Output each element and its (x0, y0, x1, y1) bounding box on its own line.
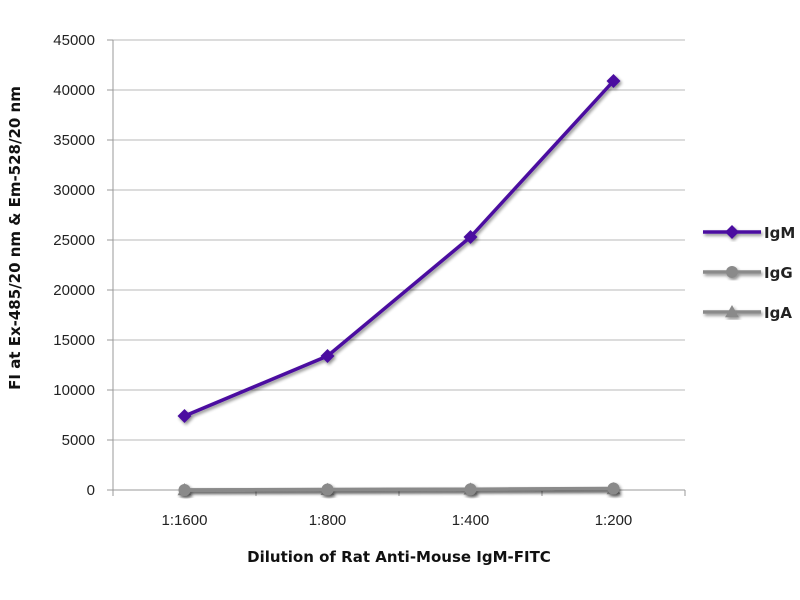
legend-label: IgA (764, 304, 792, 322)
y-tick-label: 45000 (53, 32, 95, 49)
legend-entry (703, 305, 761, 318)
series-line (183, 79, 615, 418)
data-point (320, 349, 335, 363)
axes (107, 39, 686, 496)
x-tick-label: 1:800 (309, 512, 347, 529)
y-tick-label: 20000 (53, 282, 95, 299)
y-tick-label: 30000 (53, 182, 95, 199)
legend-entry (703, 266, 761, 278)
x-tick-label: 1:200 (595, 512, 633, 529)
y-tick-labels: 0 5000 10000 15000 20000 25000 30000 35000 40000… (53, 32, 95, 499)
y-tick-label: 5000 (62, 432, 95, 449)
data-point (321, 483, 334, 496)
y-tick-label: 25000 (53, 232, 95, 249)
legend-marker (726, 266, 738, 278)
x-tick-label: 1:1600 (162, 512, 208, 529)
data-point (177, 409, 192, 423)
legend-marker (725, 225, 739, 239)
y-tick-label: 35000 (53, 132, 95, 149)
series-igg (178, 482, 620, 496)
data-point (606, 74, 621, 88)
x-tick-labels: 1:1600 1:800 1:400 1:200 (162, 512, 633, 529)
plot-area (177, 74, 621, 496)
x-tick-label: 1:400 (452, 512, 490, 529)
data-point (607, 482, 620, 495)
legend-label: IgG (764, 264, 793, 282)
y-tick-label: 40000 (53, 82, 95, 99)
series-line (184, 486, 614, 492)
x-axis-title: Dilution of Rat Anti-Mouse IgM-FITC (247, 548, 551, 566)
data-point (463, 230, 478, 244)
gridlines (113, 39, 685, 441)
legend-marker (725, 305, 739, 318)
legend-label: IgM (764, 224, 795, 242)
series-igm (177, 74, 621, 423)
legend-entry (703, 225, 761, 239)
y-tick-label: 10000 (53, 382, 95, 399)
y-tick-label: 0 (87, 482, 95, 499)
data-point (178, 484, 191, 496)
legend: IgM IgG IgA (703, 224, 795, 322)
data-point (464, 483, 477, 496)
y-axis-title: FI at Ex-485/20 nm & Em-528/20 nm (6, 86, 24, 390)
y-tick-label: 15000 (53, 332, 95, 349)
